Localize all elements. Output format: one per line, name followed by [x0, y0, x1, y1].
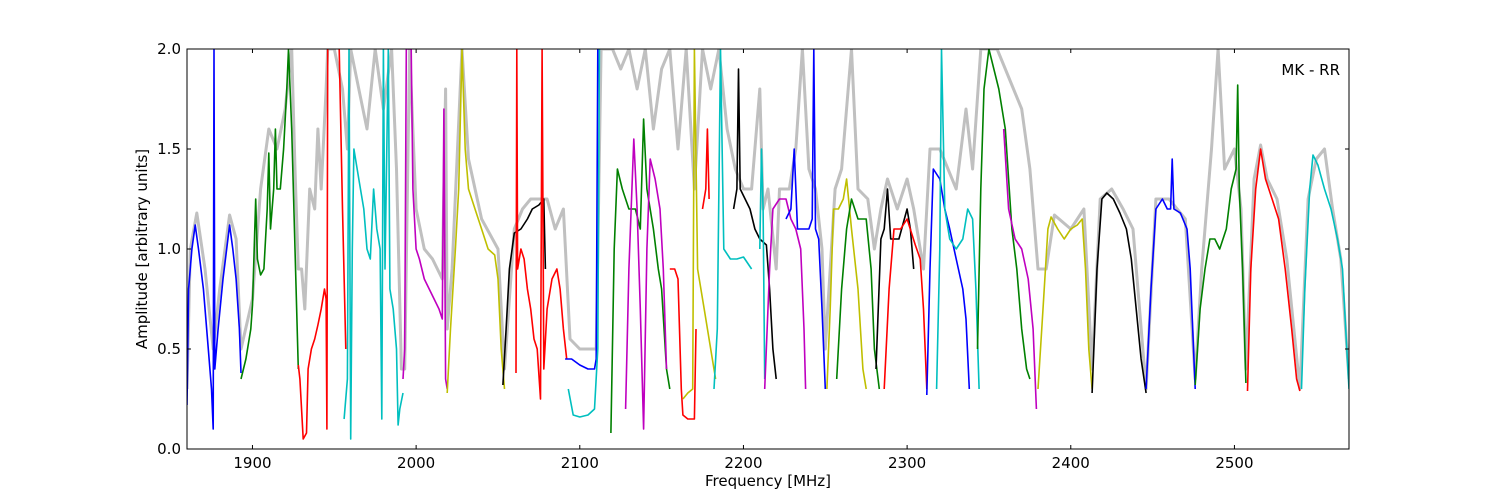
y-tick-label: 1.5 — [157, 140, 181, 158]
series-layer — [187, 49, 1349, 440]
y-tick-label: 0.0 — [157, 440, 181, 458]
series-line-band-10 — [565, 49, 599, 370]
chart-annotation: MK - RR — [1281, 61, 1340, 79]
y-tick-label: 1.0 — [157, 240, 181, 258]
tick-layer: 1900 2000 2100 2200 2300 2400 2500 0.0 0.5 1.0 1.5… — [157, 40, 1349, 472]
x-tick-label: 2000 — [397, 454, 435, 472]
x-tick-label: 1900 — [233, 454, 271, 472]
series-line-band-32 — [1145, 158, 1196, 390]
series-line-band-24 — [875, 188, 915, 370]
series-line-band-06 — [402, 49, 448, 390]
series-line-band-15 — [682, 49, 717, 400]
series-line-band-17 — [713, 49, 753, 390]
series-line-band-04 — [338, 49, 347, 350]
series-line-band-16 — [701, 128, 710, 210]
x-tick-label: 2100 — [561, 454, 599, 472]
series-line-envelope — [187, 49, 1349, 391]
series-line-band-20 — [763, 198, 807, 390]
series-line-band-21 — [785, 49, 827, 390]
series-line-band-23 — [835, 198, 881, 390]
series-line-band-01 — [187, 49, 242, 430]
y-axis-label: Amplitude [arbitrary units] — [133, 149, 151, 349]
y-tick-label: 2.0 — [157, 40, 181, 58]
series-line-band-22 — [826, 178, 867, 390]
series-line-band-18 — [732, 68, 777, 380]
series-line-band-02 — [240, 49, 300, 380]
series-line-band-30 — [1037, 216, 1093, 390]
series-line-band-09 — [515, 49, 568, 400]
series-line-band-19 — [759, 148, 766, 380]
x-tick-label: 2400 — [1052, 454, 1090, 472]
x-axis-label: Frequency [MHz] — [705, 472, 831, 490]
series-line-band-28 — [976, 49, 1031, 380]
y-tick-label: 0.5 — [157, 340, 181, 358]
x-tick-label: 2500 — [1215, 454, 1253, 472]
series-line-band-05 — [343, 49, 404, 440]
series-line-band-27 — [935, 49, 980, 390]
series-line-band-07 — [446, 49, 506, 394]
series-line-band-31 — [1091, 192, 1147, 394]
series-line-band-12 — [610, 118, 671, 434]
series-line-band-34 — [1246, 148, 1301, 392]
x-tick-label: 2200 — [724, 454, 762, 472]
series-line-band-11 — [567, 49, 601, 418]
series-line-band-33 — [1194, 84, 1247, 386]
series-line-band-13 — [624, 138, 668, 430]
series-line-band-35 — [1300, 154, 1349, 390]
series-line-band-29 — [1002, 128, 1038, 410]
series-line-band-25 — [883, 218, 928, 390]
series-line-band-14 — [669, 268, 697, 420]
x-tick-label: 2300 — [888, 454, 926, 472]
series-line-band-26 — [926, 168, 971, 396]
series-line-band-03 — [297, 49, 329, 440]
